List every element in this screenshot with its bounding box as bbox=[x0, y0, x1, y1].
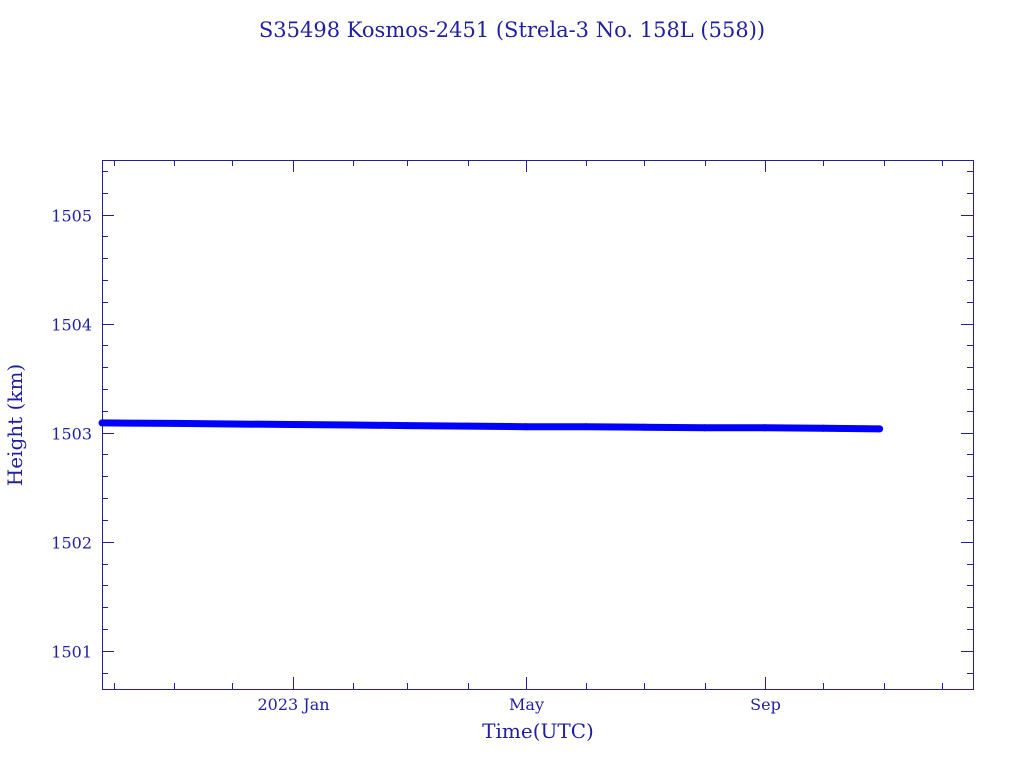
data-point bbox=[582, 423, 590, 431]
data-point bbox=[289, 421, 296, 428]
x-axis-ticks: 2023 Jan May Sep bbox=[114, 160, 943, 714]
data-point bbox=[464, 422, 471, 430]
data-point bbox=[819, 424, 827, 432]
data-point bbox=[761, 424, 769, 432]
y-axis-label: Height (km) bbox=[3, 364, 27, 486]
y-tick-label: 1505 bbox=[51, 207, 92, 226]
x-tick-label: Sep bbox=[750, 695, 781, 714]
y-tick-label: 1504 bbox=[51, 316, 92, 335]
data-point bbox=[640, 423, 648, 431]
data-point bbox=[522, 423, 530, 431]
data-point bbox=[349, 421, 357, 429]
y-axis-ticks: 1501 1502 1503 1504 1505 bbox=[51, 171, 973, 674]
data-point bbox=[170, 419, 178, 427]
y-tick-label: 1503 bbox=[51, 425, 92, 444]
y-tick-label: 1502 bbox=[51, 534, 92, 553]
data-point bbox=[98, 419, 106, 427]
data-point bbox=[876, 425, 884, 433]
x-axis-label: Time(UTC) bbox=[482, 719, 594, 743]
data-point bbox=[403, 422, 411, 430]
data-point bbox=[701, 424, 709, 432]
series-layer bbox=[98, 419, 884, 433]
y-tick-label: 1501 bbox=[51, 643, 92, 662]
x-tick-label: May bbox=[509, 695, 544, 714]
chart-title: S35498 Kosmos-2451 (Strela-3 No. 158L (5… bbox=[259, 18, 765, 42]
data-point bbox=[228, 420, 236, 428]
x-tick-label: 2023 Jan bbox=[257, 695, 329, 714]
series-line bbox=[101, 419, 880, 433]
